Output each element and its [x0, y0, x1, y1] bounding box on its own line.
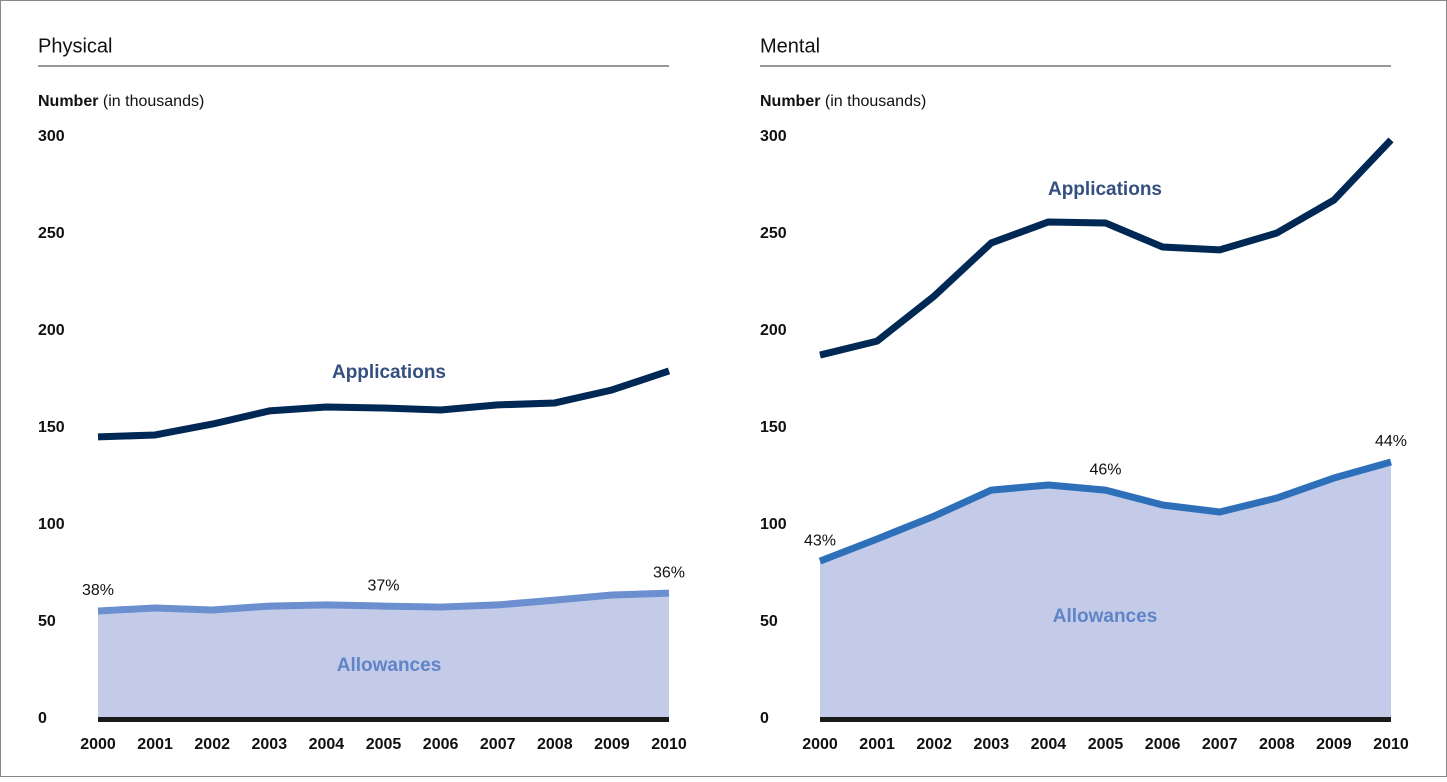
- y-tick-label: 0: [760, 710, 769, 727]
- line: [819, 137, 1394, 359]
- x-tick-label: 2003: [252, 736, 288, 753]
- y-axis-label-bold: Number: [760, 93, 820, 110]
- x-tick-label: 2002: [194, 736, 230, 753]
- area: [820, 461, 1391, 719]
- x-tick-label: 2005: [366, 736, 402, 753]
- y-tick-label: 50: [760, 613, 778, 630]
- x-tick-label: 2000: [80, 736, 116, 753]
- area: [98, 593, 669, 719]
- baseline: [98, 717, 669, 722]
- x-tick-label: 2010: [651, 736, 687, 753]
- series-label: Applications: [1048, 179, 1162, 200]
- x-tick-label: 2008: [537, 736, 573, 753]
- y-tick-label: 300: [760, 128, 787, 145]
- y-tick-label: 150: [760, 419, 787, 436]
- baseline: [820, 717, 1391, 722]
- x-tick-label: 2006: [1145, 736, 1181, 753]
- panel-title: Physical: [38, 35, 112, 57]
- x-tick-label: 2009: [1316, 736, 1352, 753]
- y-tick-label: 250: [760, 225, 787, 242]
- x-tick-label: 2001: [137, 736, 173, 753]
- annotation: 44%: [1375, 433, 1407, 450]
- panel-title: Mental: [760, 35, 820, 57]
- y-tick-label: 200: [38, 322, 65, 339]
- line: [97, 589, 670, 615]
- y-axis-label-bold: Number: [38, 93, 98, 110]
- y-axis-label-rest: (in thousands): [103, 93, 204, 110]
- y-tick-label: 50: [38, 613, 56, 630]
- x-tick-label: 2001: [859, 736, 895, 753]
- x-tick-label: 2004: [309, 736, 345, 753]
- y-tick-label: 200: [760, 322, 787, 339]
- x-tick-label: 2003: [974, 736, 1010, 753]
- x-tick-label: 2008: [1259, 736, 1295, 753]
- x-tick-label: 2006: [423, 736, 459, 753]
- annotation: 38%: [82, 582, 114, 599]
- y-axis-label: Number (in thousands): [760, 93, 926, 110]
- y-tick-label: 0: [38, 710, 47, 727]
- x-tick-label: 2007: [1202, 736, 1238, 753]
- x-tick-label: 2000: [802, 736, 838, 753]
- annotation: 36%: [653, 564, 685, 581]
- y-tick-label: 100: [760, 516, 787, 533]
- x-tick-label: 2002: [916, 736, 952, 753]
- x-tick-label: 2009: [594, 736, 630, 753]
- annotation: 46%: [1089, 461, 1121, 478]
- series-label: Applications: [332, 362, 446, 383]
- series-label: Allowances: [1053, 606, 1158, 627]
- x-tick-label: 2004: [1031, 736, 1067, 753]
- annotation: 43%: [804, 532, 836, 549]
- panel: Physical Number (in thousands) 0 50 100 150 20…: [38, 35, 687, 753]
- y-tick-label: 150: [38, 419, 65, 436]
- line: [97, 367, 671, 441]
- annotation: 37%: [367, 577, 399, 594]
- y-tick-label: 250: [38, 225, 65, 242]
- y-tick-label: 100: [38, 516, 65, 533]
- y-tick-label: 300: [38, 128, 65, 145]
- x-tick-label: 2010: [1373, 736, 1409, 753]
- y-axis-label: Number (in thousands): [38, 93, 204, 110]
- series-label: Allowances: [337, 655, 442, 676]
- line: [818, 458, 1392, 565]
- x-tick-label: 2005: [1088, 736, 1124, 753]
- x-tick-label: 2007: [480, 736, 516, 753]
- y-axis-label-rest: (in thousands): [825, 93, 926, 110]
